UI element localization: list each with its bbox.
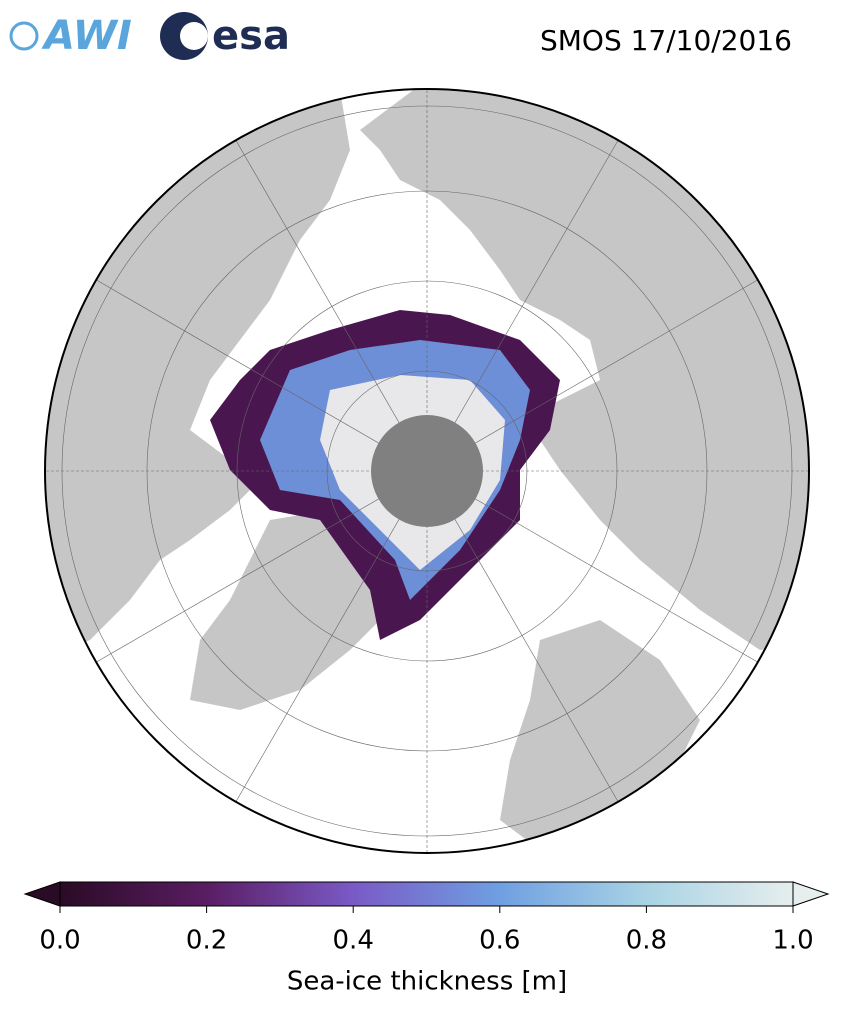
colorbar-tick-label: 0.0 — [39, 926, 80, 956]
logo-esa: esa — [160, 12, 290, 60]
map-border — [44, 88, 810, 854]
colorbar-tick-label: 0.8 — [626, 926, 667, 956]
logo-awi-text: AWI — [41, 13, 132, 59]
colorbar-tick-label: 1.0 — [772, 926, 813, 956]
colorbar — [23, 881, 830, 913]
pole-hole — [371, 415, 483, 527]
colorbar-tick-label: 0.6 — [479, 926, 520, 956]
logo-awi: AWI — [9, 13, 132, 59]
logo-esa-text: esa — [212, 13, 290, 59]
land-greenland — [190, 510, 400, 710]
colorbar-tick-label: 0.4 — [333, 926, 374, 956]
colorbar-tick-label: 0.2 — [186, 926, 227, 956]
colorbar-bar — [59, 881, 794, 907]
land-eurasia — [360, 89, 809, 650]
colorbar-label: Sea-ice thickness [m] — [287, 967, 567, 997]
map — [45, 89, 809, 853]
colorbar-extend-high — [792, 881, 830, 907]
map-title: SMOS 17/10/2016 — [540, 24, 792, 57]
colorbar-extend-low — [23, 881, 61, 907]
